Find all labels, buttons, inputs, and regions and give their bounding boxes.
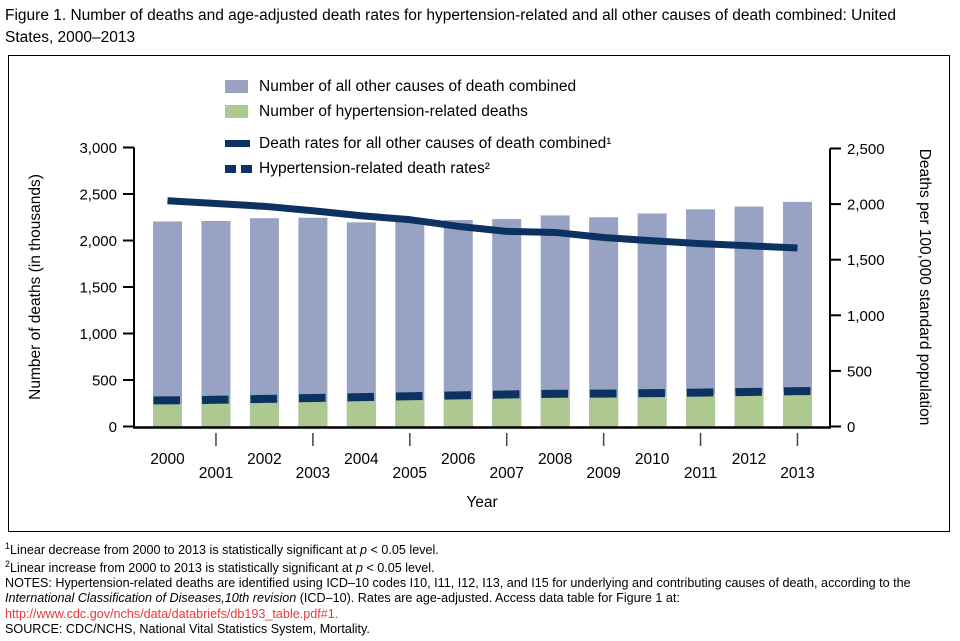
rate-lines [153,197,812,405]
svg-text:0: 0 [109,419,117,436]
svg-text:1,500: 1,500 [847,252,885,269]
bar-swatch-blue-icon [225,80,251,93]
chart-frame: 0 500 1,000 1,500 2,000 2,500 3,000 Number of d… [8,55,950,532]
svg-text:2,500: 2,500 [847,141,885,158]
svg-text:1,000: 1,000 [847,308,885,325]
figure-title: Figure 1. Number of deaths and age-adjus… [5,7,896,46]
chart-legend: Number of all other causes of death comb… [225,74,611,181]
svg-text:2005: 2005 [393,465,427,482]
svg-text:500: 500 [847,363,872,380]
svg-text:2007: 2007 [489,465,523,482]
data-table-link[interactable]: http://www.cdc.gov/nchs/data/databriefs/… [5,606,339,621]
legend-item-other-deaths: Number of all other causes of death comb… [225,74,611,99]
bar-swatch-green-icon [225,105,251,118]
dashed-line-swatch-icon [225,164,252,173]
legend-item-other-rate: Death rates for all other causes of deat… [225,131,611,156]
footnote-1: 1Linear decrease from 2000 to 2013 is st… [5,541,439,558]
svg-text:3,000: 3,000 [79,140,117,157]
footnotes: 1Linear decrease from 2000 to 2013 is st… [5,541,955,638]
svg-text:2003: 2003 [296,465,330,482]
svg-text:2001: 2001 [199,465,233,482]
footnote-superscript: 1 [5,541,11,551]
svg-text:2,000: 2,000 [79,233,117,250]
svg-text:2,000: 2,000 [847,197,885,214]
legend-item-hypertension-rate: Hypertension-related death rates² [225,156,611,181]
svg-text:Year: Year [466,494,497,511]
footnote-superscript: 2 [5,558,11,569]
svg-text:2011: 2011 [684,465,717,482]
legend-item-hypertension-deaths: Number of hypertension-related deaths [225,99,611,124]
solid-line-swatch-icon [225,140,251,147]
legend-label: Number of hypertension-related deaths [259,102,528,120]
svg-text:2012: 2012 [732,451,766,468]
svg-text:2000: 2000 [150,451,185,468]
svg-text:2002: 2002 [247,451,281,468]
legend-label: Number of all other causes of death comb… [259,77,577,95]
chart-plot: 0 500 1,000 1,500 2,000 2,500 3,000 Number of d… [27,140,933,511]
svg-text:2,500: 2,500 [79,187,117,204]
svg-text:2006: 2006 [441,451,475,468]
svg-text:2009: 2009 [586,465,620,482]
data-table-link-row: http://www.cdc.gov/nchs/data/databriefs/… [5,607,955,622]
svg-text:2013: 2013 [780,465,814,482]
right-axis: 0 500 1,000 1,500 2,000 2,500 Deaths per 100,0… [829,141,933,436]
svg-text:2008: 2008 [538,451,572,468]
left-axis: 0 500 1,000 1,500 2,000 2,500 3,000 Number of d… [27,140,135,436]
notes-text: NOTES: Hypertension-related deaths are i… [5,576,911,606]
svg-text:Number of deaths (in thousands: Number of deaths (in thousands) [27,174,44,400]
legend-label: Hypertension-related death rates² [259,159,490,177]
source-text: SOURCE: CDC/NCHS, National Vital Statist… [5,622,370,637]
x-axis: 2000 2001 2002 2003 2004 2005 2006 2007 2008 2009… [133,426,831,511]
svg-text:2004: 2004 [344,451,379,468]
svg-text:0: 0 [847,419,855,436]
svg-text:Deaths per 100,000 standard po: Deaths per 100,000 standard population [916,149,933,426]
svg-text:1,500: 1,500 [79,280,117,297]
svg-text:2010: 2010 [635,451,670,468]
footnote-2: 2Linear increase from 2000 to 2013 is st… [5,558,435,575]
svg-text:500: 500 [92,373,117,390]
legend-label: Death rates for all other causes of deat… [259,134,612,152]
svg-text:1,000: 1,000 [79,326,117,343]
